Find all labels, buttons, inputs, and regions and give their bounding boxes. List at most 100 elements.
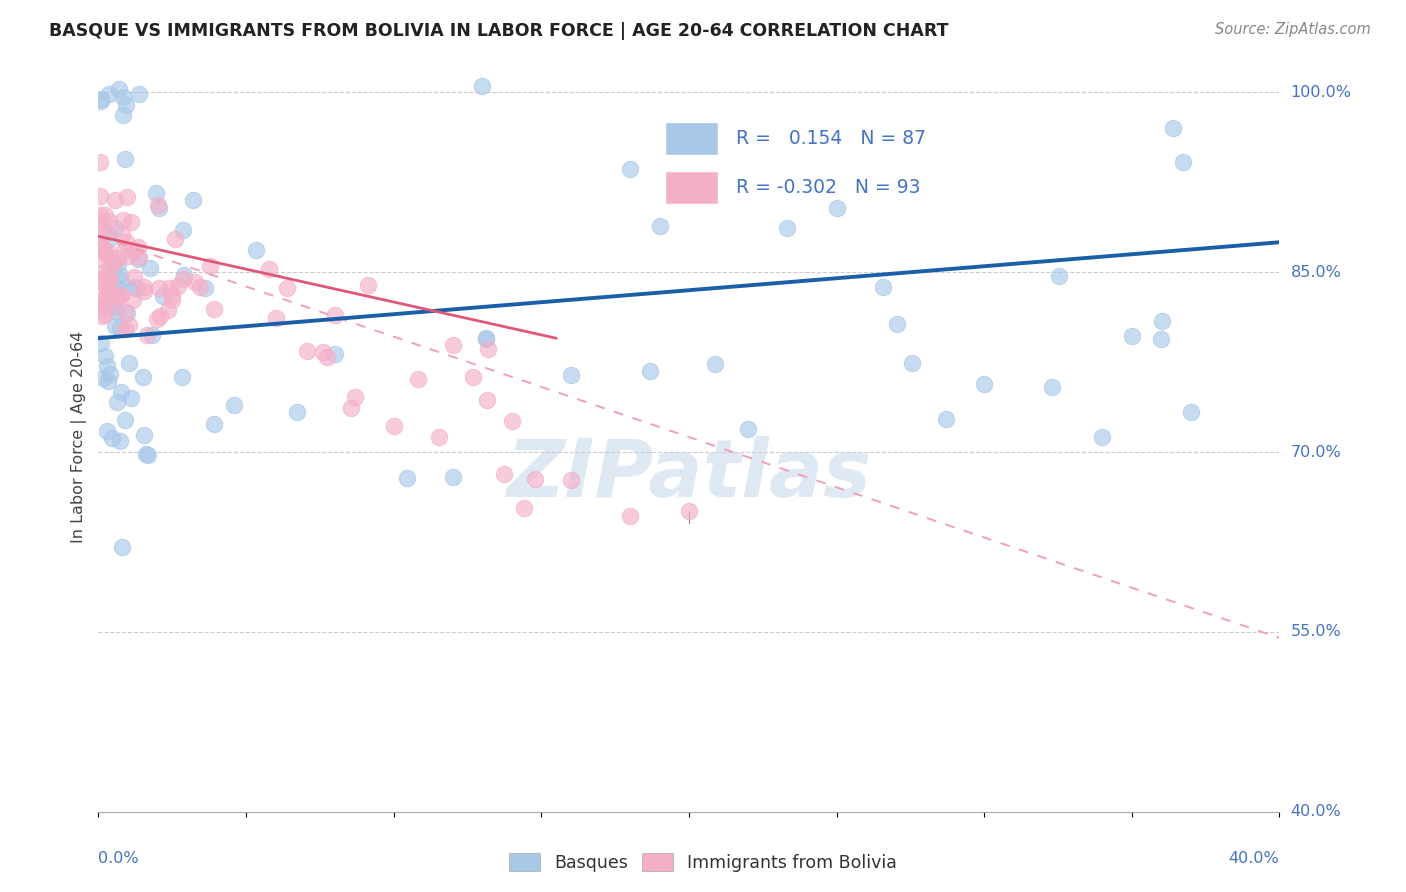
Point (139, 260, 162, 275)
Point (148, 202, 170, 216)
Point (474, 331, 496, 345)
Point (111, 540, 134, 554)
Point (148, 281, 170, 295)
Text: R =   0.154   N = 87: R = 0.154 N = 87 (737, 128, 927, 148)
Point (93, 370, 115, 384)
Point (134, 280, 156, 294)
Point (198, 259, 221, 273)
Point (89, 216, 111, 230)
Point (96, 226, 118, 240)
Point (101, 255, 124, 269)
Point (90, 335, 112, 350)
Point (94, 208, 117, 222)
Point (127, 240, 149, 254)
Point (165, 232, 187, 246)
Point (160, 287, 183, 301)
Text: 55.0%: 55.0% (1291, 624, 1341, 640)
Point (245, 243, 267, 257)
Point (97, 269, 120, 284)
Point (91, 310, 114, 324)
Point (396, 471, 419, 485)
Text: 85.0%: 85.0% (1291, 265, 1341, 280)
Point (105, 288, 128, 302)
Point (90, 274, 112, 288)
Point (98, 367, 121, 381)
Text: ZIPatlas: ZIPatlas (506, 435, 872, 514)
Point (111, 227, 134, 241)
Point (259, 262, 281, 277)
Point (501, 414, 523, 428)
Point (648, 219, 671, 233)
Point (172, 370, 194, 384)
Point (89, 237, 111, 252)
Point (125, 281, 148, 295)
Point (167, 279, 190, 293)
Point (101, 255, 124, 269)
Point (475, 393, 498, 408)
Point (382, 419, 405, 434)
Point (441, 338, 464, 352)
Point (315, 351, 337, 365)
Point (132, 427, 155, 442)
Point (110, 288, 132, 302)
Point (172, 272, 194, 286)
Point (523, 472, 546, 486)
Point (94, 307, 117, 321)
Point (94, 265, 117, 279)
Point (115, 190, 138, 204)
Point (104, 290, 127, 304)
Point (127, 252, 149, 267)
Point (776, 221, 799, 235)
Point (149, 309, 172, 323)
Point (1091, 430, 1114, 444)
Point (107, 305, 129, 319)
Point (103, 295, 125, 310)
Point (114, 305, 136, 319)
Point (122, 293, 145, 307)
Text: BASQUE VS IMMIGRANTS FROM BOLIVIA IN LABOR FORCE | AGE 20-64 CORRELATION CHART: BASQUE VS IMMIGRANTS FROM BOLIVIA IN LAB… (49, 22, 949, 40)
Point (98, 213, 121, 227)
Point (104, 293, 127, 307)
Point (173, 268, 195, 282)
Point (872, 279, 894, 293)
Point (114, 412, 136, 426)
Text: 40.0%: 40.0% (1229, 851, 1279, 865)
Point (181, 193, 204, 207)
Point (94, 245, 117, 260)
Point (100, 431, 122, 445)
Point (89, 224, 111, 238)
Point (406, 372, 429, 386)
Point (90, 95, 112, 109)
Point (111, 213, 134, 227)
Point (103, 220, 125, 235)
Point (312, 345, 335, 359)
Point (134, 284, 156, 298)
Point (678, 503, 700, 517)
Point (1180, 405, 1202, 419)
Point (737, 422, 759, 436)
Point (194, 281, 217, 295)
Point (1047, 269, 1070, 284)
Point (157, 303, 180, 318)
Point (97, 374, 120, 388)
Point (117, 249, 139, 263)
Text: 40.0%: 40.0% (1291, 805, 1341, 819)
Point (136, 449, 159, 463)
Point (96, 283, 118, 297)
Point (1173, 154, 1195, 169)
Point (152, 289, 174, 303)
Point (103, 300, 125, 314)
Point (264, 310, 287, 325)
Point (323, 308, 346, 322)
Point (108, 321, 131, 335)
Y-axis label: In Labor Force | Age 20-64: In Labor Force | Age 20-64 (72, 331, 87, 543)
Point (94, 269, 117, 284)
Point (202, 301, 225, 316)
Point (184, 275, 207, 289)
Point (120, 215, 142, 229)
Point (115, 306, 138, 320)
Point (132, 370, 155, 384)
Text: 0.0%: 0.0% (98, 851, 139, 865)
Point (93, 253, 115, 268)
Point (94, 290, 117, 304)
